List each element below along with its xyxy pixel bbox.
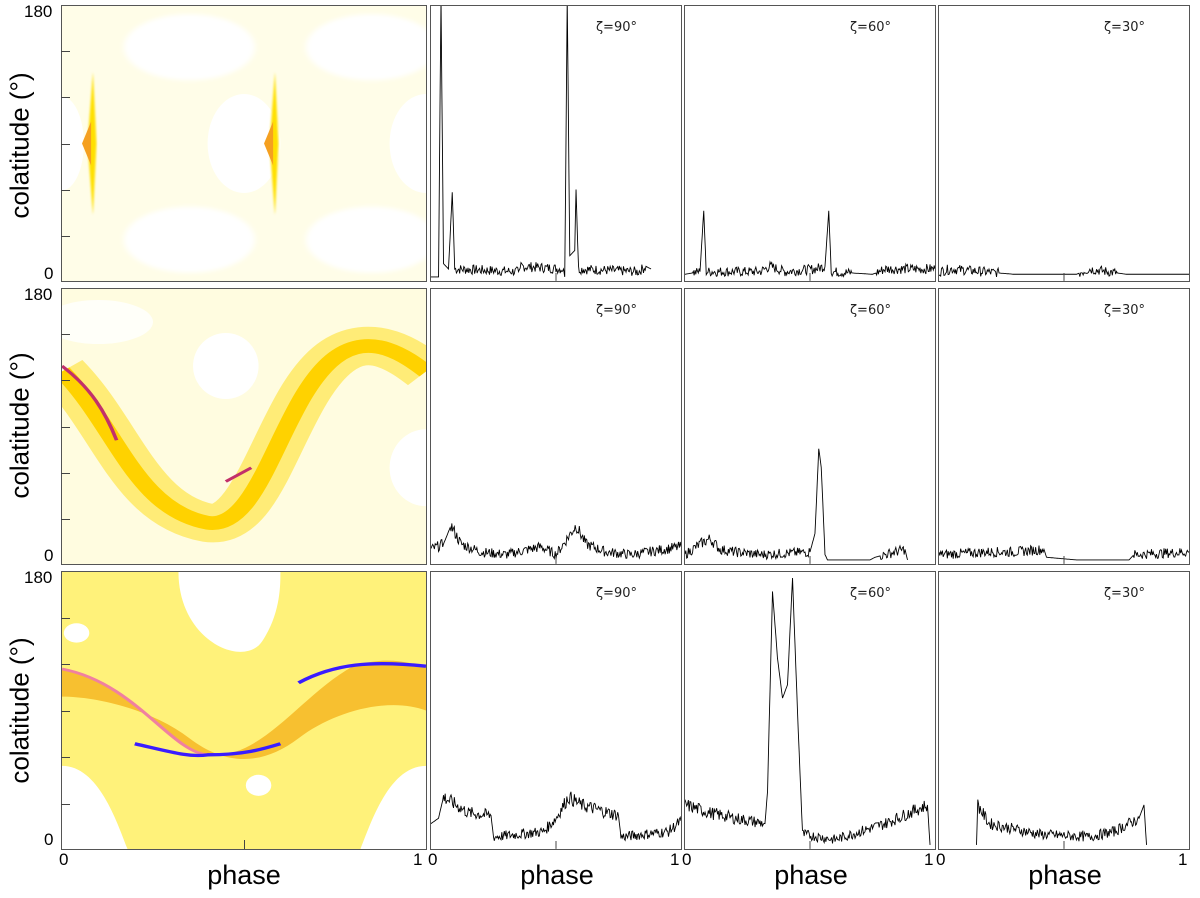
ytick-mark (61, 51, 70, 53)
zeta-label: ζ=30° (1103, 20, 1145, 35)
ytick-0-row1: 0 (44, 264, 54, 283)
zeta-label: ζ=60° (849, 303, 891, 318)
ytick-mark (61, 97, 70, 99)
ytick-mark (61, 426, 70, 428)
zeta-label: ζ=60° (849, 586, 891, 601)
light-curve-line (431, 523, 681, 560)
y-axis-label-row3: colatitude (°) (4, 637, 35, 784)
ytick-mark (61, 803, 70, 805)
xtick-0: 0 (936, 850, 946, 869)
y-axis-label-row1: colatitude (°) (4, 72, 35, 219)
ytick-mark (61, 757, 70, 758)
light-curve-line (685, 448, 908, 561)
light-curve-line (976, 799, 1147, 845)
x-axis-label: phase (520, 860, 594, 890)
ytick-180-row1: 180 (24, 2, 53, 21)
ytick-0-row3: 0 (44, 830, 54, 849)
zeta-label: ζ=30° (1103, 303, 1145, 318)
ytick-0-row2: 0 (44, 546, 54, 565)
xtick-0: 0 (59, 850, 69, 869)
ytick-mark (61, 617, 70, 619)
ytick-mark (61, 710, 70, 712)
xtick-mark (244, 840, 245, 849)
xtick-1: 1 (924, 850, 934, 869)
zeta-label: ζ=90° (595, 20, 637, 35)
light-curve-row3-col3: ζ=60° (684, 571, 936, 850)
x-axis-label: phase (1028, 860, 1102, 890)
light-curve-row1-col3: ζ=60° (684, 5, 936, 282)
ytick-mark (61, 334, 70, 336)
zeta-label: ζ=60° (849, 20, 891, 35)
ytick-180-row3: 180 (24, 568, 53, 587)
ytick-mark (61, 235, 70, 237)
xtick-0: 0 (428, 850, 438, 869)
xtick-1: 1 (670, 850, 680, 869)
xtick-0: 0 (682, 850, 692, 869)
light-curve-row2-col3: ζ=60° (684, 288, 936, 565)
ytick-mark (61, 664, 70, 665)
light-curve-line (685, 210, 935, 278)
light-curve-line (431, 791, 681, 842)
light-curve-row1-col2: ζ=90° (430, 5, 682, 282)
xtick-1: 1 (1178, 850, 1188, 869)
skymap-row3 (61, 571, 427, 850)
zeta-label: ζ=90° (595, 303, 637, 318)
ytick-mark (61, 143, 70, 145)
light-curve-row2-col4: ζ=30° (938, 288, 1190, 565)
ytick-mark (61, 472, 70, 474)
zeta-label: ζ=90° (595, 586, 637, 601)
x-axis-label: phase (207, 860, 281, 890)
ytick-mark (61, 189, 70, 191)
y-axis-label-row2: colatitude (°) (4, 352, 35, 499)
zeta-label: ζ=30° (1103, 586, 1145, 601)
ytick-mark (61, 380, 70, 382)
ytick-mark (61, 518, 70, 520)
light-curve-row2-col2: ζ=90° (430, 288, 682, 565)
x-axis-label: phase (774, 860, 848, 890)
skymap-row1 (61, 5, 427, 282)
xtick-1: 1 (413, 850, 423, 869)
ytick-180-row2: 180 (24, 285, 53, 304)
light-curve-row1-col4: ζ=30° (938, 5, 1190, 282)
light-curve-row3-col2: ζ=90° (430, 571, 682, 850)
light-curve-line (685, 578, 931, 845)
light-curve-row3-col4: ζ=30° (938, 571, 1190, 850)
skymap-row2 (61, 288, 427, 565)
light-curve-line (431, 6, 652, 278)
